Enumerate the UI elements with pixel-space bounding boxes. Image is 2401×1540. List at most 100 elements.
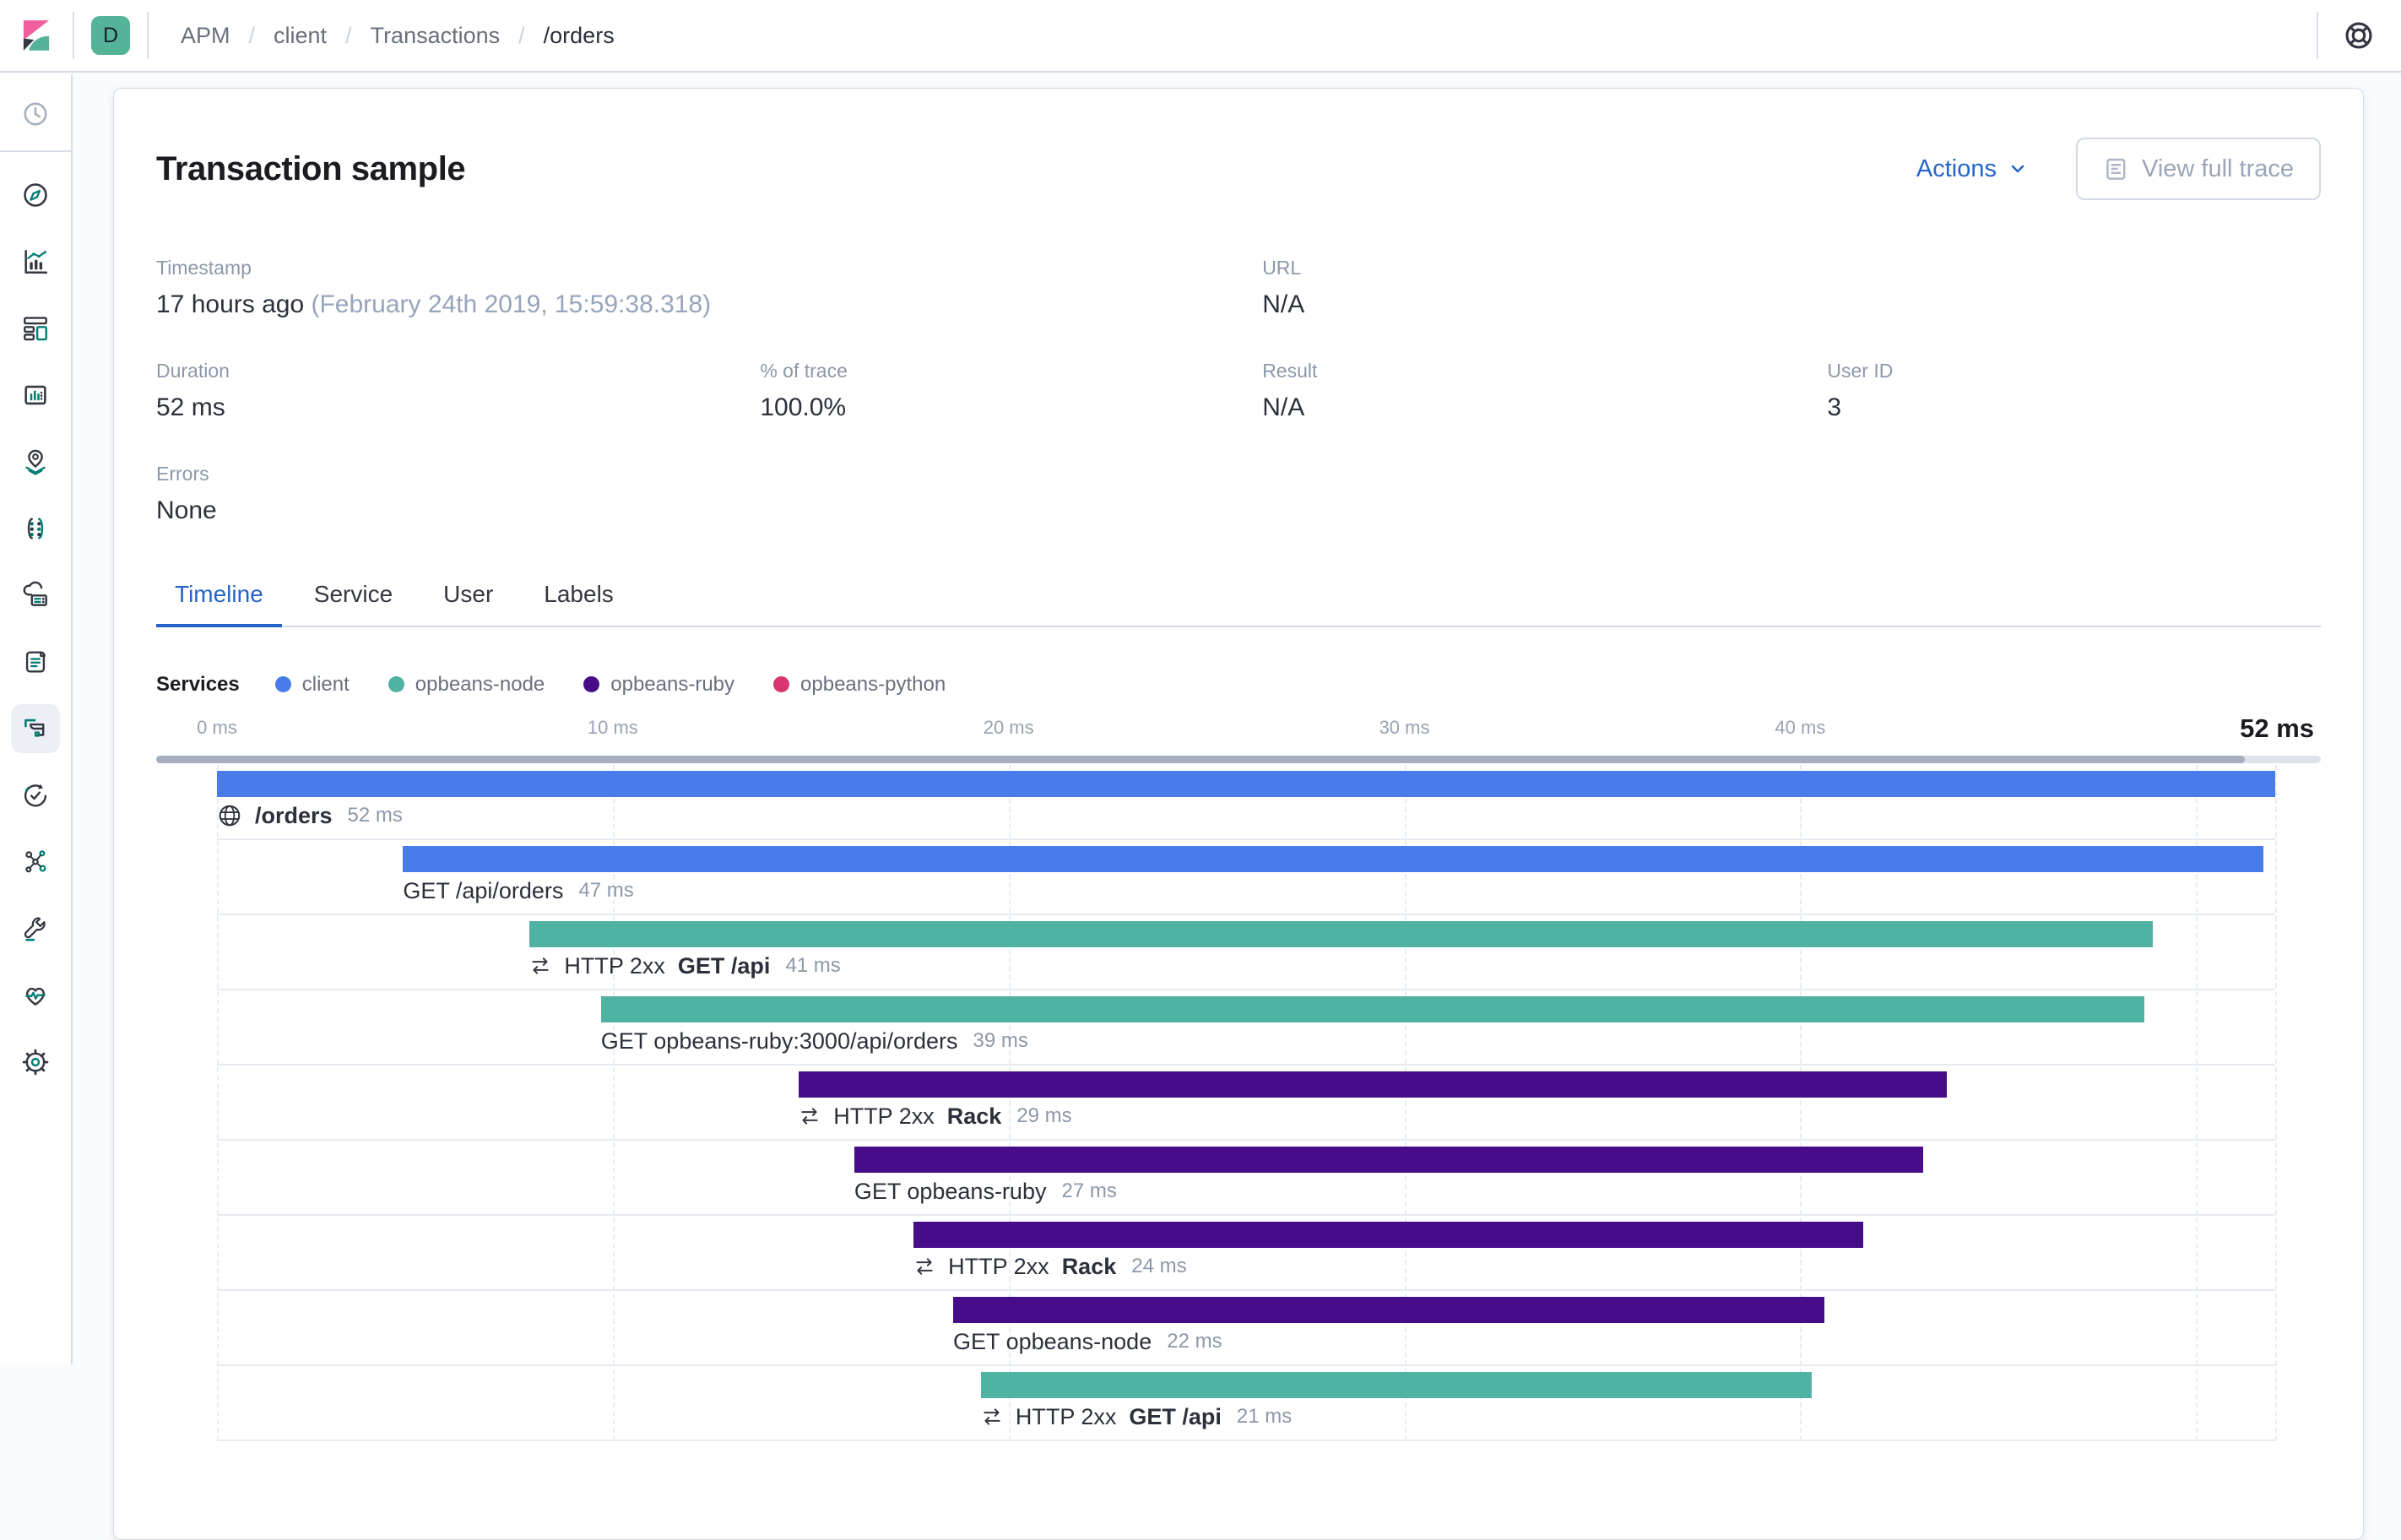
span-name: GET /api	[1129, 1403, 1222, 1429]
span-duration: 47 ms	[578, 879, 634, 903]
span-name: GET opbeans-node	[953, 1328, 1152, 1354]
sidebar-item-canvas[interactable]	[11, 371, 60, 420]
visualize-icon	[21, 247, 50, 276]
span-bar-opbeans-node[interactable]	[529, 920, 2153, 947]
waterfall-row[interactable]: GET opbeans-node 22 ms	[217, 1291, 2275, 1366]
sidebar-item-maps[interactable]	[11, 437, 60, 486]
tab-timeline[interactable]: Timeline	[156, 581, 282, 627]
sidebar-item-logs[interactable]	[11, 637, 60, 686]
legend-label: client	[301, 672, 350, 696]
span-duration: 24 ms	[1131, 1255, 1187, 1278]
legend-item-opbeans-python: opbeans-python	[773, 673, 946, 697]
trace-document-icon	[2106, 159, 2126, 181]
span-prefix: HTTP 2xx	[833, 1103, 935, 1129]
breadcrumb-item-transactions[interactable]: Transactions	[370, 22, 501, 48]
span-bar-opbeans-ruby[interactable]	[799, 1071, 1947, 1098]
span-label: GET opbeans-ruby 27 ms	[854, 1179, 1117, 1205]
sidebar-item-infrastructure[interactable]	[11, 571, 60, 620]
actions-label: Actions	[1916, 155, 1997, 182]
axis-tick-label: 0 ms	[197, 716, 237, 738]
field-label: User ID	[1827, 359, 1894, 382]
sidebar-item-uptime[interactable]	[11, 771, 60, 820]
span-bar-client[interactable]	[403, 845, 2263, 872]
legend-label: opbeans-node	[415, 672, 545, 696]
waterfall-row[interactable]: HTTP 2xx GET /api 21 ms	[217, 1366, 2275, 1441]
sidebar-item-apm[interactable]	[11, 704, 60, 753]
timestamp-absolute: (February 24th 2019, 15:59:38.318)	[311, 290, 712, 318]
tab-user[interactable]: User	[443, 580, 494, 607]
span-bar-client[interactable]	[217, 770, 2275, 797]
sidebar-item-management[interactable]	[11, 1038, 60, 1087]
sidebar-item-discover[interactable]	[11, 171, 60, 220]
sidebar-item-dev-tools[interactable]	[11, 904, 60, 953]
recently-viewed-icon	[21, 100, 50, 128]
sidebar-item-machine-learning[interactable]	[11, 504, 60, 553]
divider	[147, 12, 149, 59]
view-full-trace-label: View full trace	[2142, 155, 2294, 182]
span-bar-opbeans-ruby[interactable]	[854, 1146, 1923, 1173]
divider	[0, 150, 72, 152]
span-bar-opbeans-node[interactable]	[980, 1371, 1813, 1398]
span-label: GET opbeans-node 22 ms	[953, 1329, 1222, 1355]
span-label: HTTP 2xx Rack 24 ms	[913, 1254, 1187, 1280]
waterfall-row[interactable]: HTTP 2xx Rack 24 ms	[217, 1216, 2275, 1291]
legend-dot	[274, 676, 291, 693]
waterfall-row[interactable]: HTTP 2xx Rack 29 ms	[217, 1066, 2275, 1141]
timeline-axis: 52 ms 0 ms 10 ms 20 ms 30 ms 40 ms	[197, 702, 2314, 746]
span-name: Rack	[946, 1103, 1002, 1129]
space-avatar[interactable]: D	[91, 16, 130, 55]
metadata-url: URL N/A	[1262, 257, 2321, 319]
span-name: /orders	[255, 802, 333, 828]
uptime-icon	[21, 781, 50, 810]
tab-labels[interactable]: Labels	[544, 580, 614, 607]
apm-icon	[21, 714, 50, 743]
detail-tabs: Timeline Service User Labels	[156, 581, 2321, 627]
metadata-user-id: User ID 3	[1827, 360, 2321, 422]
sidebar-item-recently-viewed[interactable]	[11, 89, 60, 138]
help-button[interactable]	[2344, 20, 2374, 51]
metadata-errors: Errors None	[156, 463, 1262, 525]
span-label: GET opbeans-ruby:3000/api/orders 39 ms	[601, 1028, 1028, 1055]
kibana-logo[interactable]	[0, 17, 73, 54]
waterfall-row[interactable]: GET opbeans-ruby 27 ms	[217, 1141, 2275, 1216]
legend-item-opbeans-node: opbeans-node	[388, 673, 545, 697]
span-duration: 27 ms	[1061, 1179, 1117, 1203]
management-icon	[21, 1048, 50, 1076]
waterfall-row[interactable]: GET /api/orders 47 ms	[217, 840, 2275, 915]
actions-menu-button[interactable]: Actions	[1916, 155, 2027, 183]
waterfall: /orders 52 ms GET /api/orders 47 ms HTTP 2xx…	[156, 764, 2321, 1441]
legend-item-opbeans-ruby: opbeans-ruby	[583, 673, 734, 697]
span-prefix: HTTP 2xx	[1015, 1403, 1117, 1429]
horizontal-scrollbar-thumb[interactable]	[156, 755, 2246, 763]
axis-tick-label: 10 ms	[587, 716, 638, 738]
sidebar-item-graph[interactable]	[11, 838, 60, 887]
field-label: % of trace	[760, 359, 848, 382]
sidebar-item-dashboard[interactable]	[11, 304, 60, 353]
span-bar-opbeans-node[interactable]	[600, 995, 2145, 1022]
span-bar-opbeans-ruby[interactable]	[913, 1221, 1864, 1248]
legend-dot	[388, 676, 404, 693]
span-duration: 22 ms	[1167, 1330, 1222, 1353]
axis-tick-label: 30 ms	[1379, 716, 1430, 738]
waterfall-row[interactable]: GET opbeans-ruby:3000/api/orders 39 ms	[217, 990, 2275, 1066]
field-label: Result	[1262, 359, 1318, 382]
sidebar-item-stack-monitoring[interactable]	[11, 971, 60, 1020]
waterfall-row[interactable]: /orders 52 ms	[217, 765, 2275, 840]
view-full-trace-button[interactable]: View full trace	[2076, 138, 2321, 201]
merge-icon	[913, 1255, 935, 1277]
metadata-grid: Timestamp 17 hours ago (February 24th 20…	[156, 257, 2321, 525]
breadcrumb-item-client[interactable]: client	[274, 22, 328, 48]
services-legend: Services client opbeans-node opbeans-ruby o…	[156, 673, 2321, 697]
sidebar-item-visualize[interactable]	[11, 237, 60, 286]
tab-service[interactable]: Service	[313, 580, 393, 607]
span-bar-opbeans-ruby[interactable]	[953, 1296, 1824, 1323]
graph-icon	[21, 848, 50, 876]
waterfall-row[interactable]: HTTP 2xx GET /api 41 ms	[217, 915, 2275, 990]
legend-dot	[583, 676, 600, 693]
maps-icon	[21, 447, 50, 476]
breadcrumb-item-apm[interactable]: APM	[181, 22, 230, 48]
span-name: GET /api	[677, 952, 771, 979]
span-label: HTTP 2xx Rack 29 ms	[799, 1103, 1072, 1130]
canvas-icon	[21, 381, 50, 409]
dev-tools-icon	[21, 914, 50, 943]
